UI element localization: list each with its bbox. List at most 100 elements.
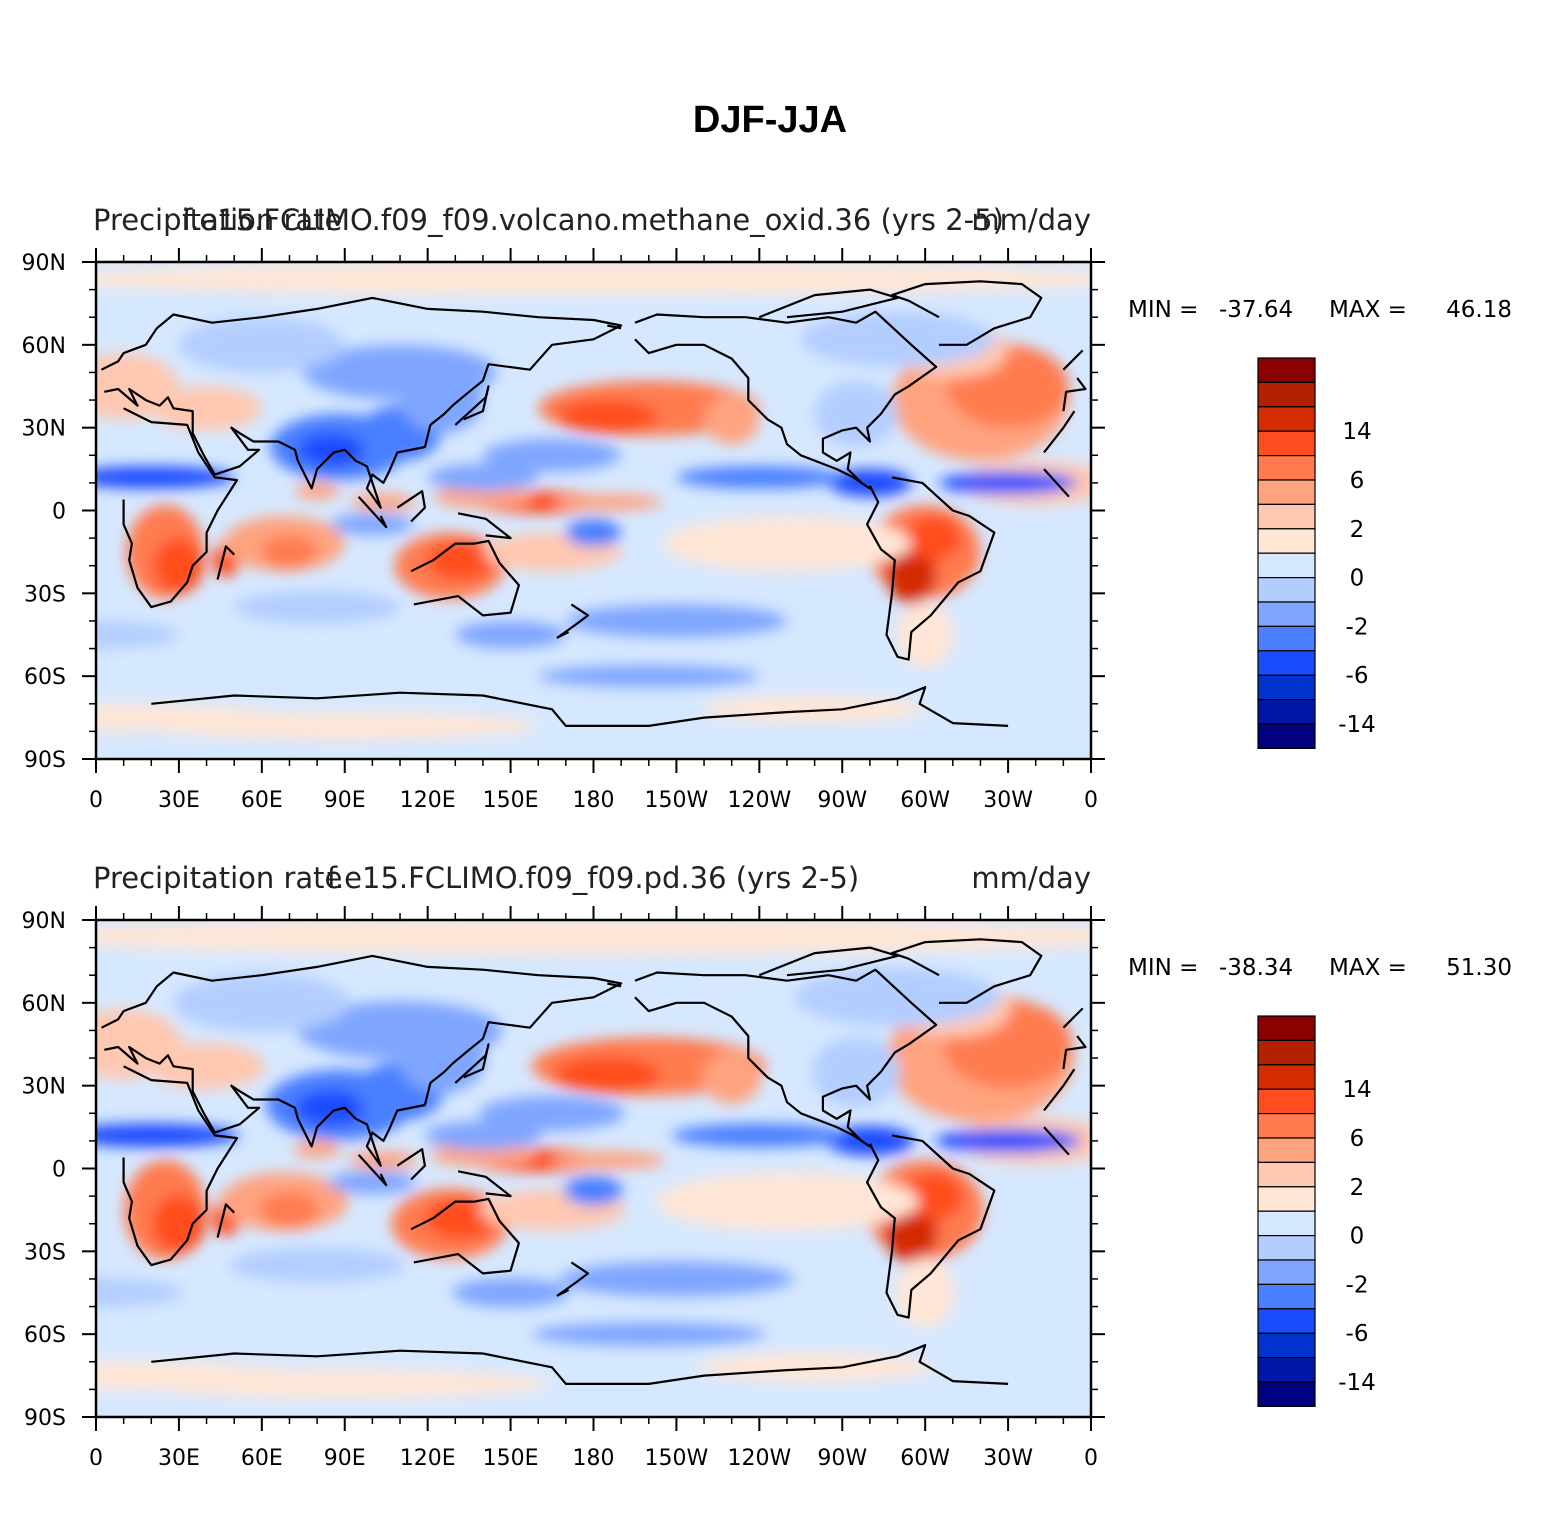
lon-tick-label: 0	[1084, 1446, 1098, 1471]
coastline	[457, 1170, 512, 1198]
coastline	[122, 407, 239, 609]
precip-anomaly-region	[96, 262, 1091, 296]
coastline	[1043, 1068, 1076, 1112]
coastline	[556, 1261, 590, 1297]
colorbar-box	[1257, 1259, 1316, 1285]
panel-2-min-value: -38.34	[1219, 955, 1293, 981]
coastline	[357, 495, 388, 529]
panel-2-right-title: mm/day	[971, 861, 1091, 895]
colorbar-label: -6	[1346, 663, 1369, 689]
precip-anomaly-region	[297, 433, 365, 467]
precip-anomaly-region	[260, 1192, 319, 1228]
colorbar-label: 6	[1350, 468, 1365, 494]
colorbar-box	[1257, 528, 1316, 554]
precip-anomaly-region	[814, 380, 898, 447]
coastline	[151, 686, 1009, 727]
panel-2-colorbar: 14 6 2 0 -2 -6 -14	[1257, 1015, 1376, 1407]
colorbar-label: -14	[1338, 1370, 1376, 1396]
precip-anomaly-region	[96, 1123, 240, 1148]
coastline	[634, 968, 938, 1148]
colorbar-box	[1257, 1186, 1316, 1212]
coastline	[122, 1065, 239, 1267]
lat-tick-label: 30S	[24, 582, 66, 607]
colorbar-label: 14	[1342, 419, 1371, 445]
precip-anomaly-region	[554, 1057, 661, 1093]
colorbar-box	[1257, 1039, 1316, 1066]
precip-anomaly-region	[178, 317, 345, 373]
coastline	[357, 1153, 388, 1187]
precip-anomaly-region	[662, 516, 912, 572]
precip-anomaly-region	[702, 1051, 761, 1104]
precip-anomaly-region	[151, 712, 539, 740]
precip-anomaly-region	[704, 695, 926, 724]
lon-tick-label: 30E	[158, 1446, 200, 1471]
precip-anomaly-region	[328, 1170, 417, 1195]
precip-anomaly-region	[800, 311, 995, 367]
colorbar-label: -2	[1346, 1272, 1369, 1298]
coastline	[865, 1134, 996, 1319]
colorbar-box	[1257, 357, 1316, 383]
precip-anomaly-region	[531, 1322, 766, 1346]
panel-2-center-title: f.e15.FCLIMO.f09_f09.pd.36 (yrs 2-5)	[327, 861, 859, 895]
panel-1-right-title: mm/day	[971, 203, 1091, 237]
precip-anomaly-region	[828, 469, 912, 497]
colorbar-box	[1257, 381, 1316, 408]
coastline	[607, 324, 622, 330]
panel-1-precip-field	[96, 262, 1091, 759]
colorbar-label: 2	[1350, 517, 1365, 543]
precip-anomaly-region	[559, 1261, 794, 1297]
colorbar-box	[1257, 1308, 1316, 1334]
precip-anomaly-region	[552, 493, 663, 511]
lat-tick-label: 60N	[22, 992, 66, 1017]
lon-tick-label: 120W	[727, 788, 791, 813]
colorbar-box	[1257, 1088, 1316, 1115]
panel-1-anomaly-blobs	[96, 262, 1091, 740]
precip-anomaly-region	[96, 466, 235, 489]
coastline	[396, 1148, 426, 1181]
colorbar-label: -14	[1338, 712, 1376, 738]
coastline	[454, 1043, 490, 1084]
panel-2-coastlines	[101, 938, 1087, 1385]
lon-tick-label: 0	[1084, 788, 1098, 813]
precip-anomaly-region	[261, 535, 318, 569]
precip-anomaly-region	[794, 968, 1001, 1027]
precip-anomaly-region	[697, 1352, 932, 1382]
lat-tick-label: 0	[52, 500, 66, 525]
colorbar-box	[1257, 1234, 1316, 1261]
lat-tick-label: 90S	[24, 748, 66, 773]
precip-anomaly-region	[897, 601, 953, 668]
panel-1-colorbar: 14 6 2 0 -2 -6 -14	[1257, 357, 1376, 749]
coastline	[1043, 410, 1076, 454]
coastline	[634, 310, 938, 490]
coastline	[101, 296, 623, 509]
lon-tick-label: 150E	[483, 1446, 539, 1471]
panel-2-ticks: 0 30E 60E 90E 120E 150E 180 150W 120W 90W 60W 30W 09…	[22, 906, 1105, 1471]
colorbar-label: 14	[1342, 1077, 1371, 1103]
precip-anomaly-region	[671, 1123, 848, 1148]
colorbar-box	[1257, 576, 1316, 603]
panel-1-min-value: -37.64	[1219, 297, 1293, 323]
precip-anomaly-region	[565, 604, 787, 638]
coastline	[454, 385, 490, 426]
lon-tick-label: 180	[573, 1446, 615, 1471]
lon-tick-label: 90W	[817, 1446, 867, 1471]
precip-anomaly-region	[704, 394, 760, 445]
colorbar-box	[1257, 552, 1316, 579]
precip-anomaly-region	[482, 438, 622, 472]
precip-anomaly-region	[433, 485, 533, 508]
map-panel-1: Precipitation rate f.e15.FCLIMO.f09_f09.…	[22, 203, 1512, 813]
precip-anomaly-region	[451, 1278, 570, 1308]
lon-tick-label: 180	[573, 788, 615, 813]
precip-anomaly-region	[565, 518, 622, 547]
precip-anomaly-region	[478, 1095, 626, 1131]
coastline	[410, 1197, 520, 1275]
colorbar-box	[1257, 406, 1316, 432]
precip-anomaly-region	[293, 1140, 341, 1158]
precip-anomaly-region	[812, 1036, 901, 1107]
colorbar-label: 0	[1350, 566, 1365, 592]
coastline	[410, 539, 520, 617]
panel-1-left-title: Precipitation rate	[93, 203, 342, 237]
colorbar-label: -6	[1346, 1321, 1369, 1347]
coastline	[556, 603, 590, 639]
